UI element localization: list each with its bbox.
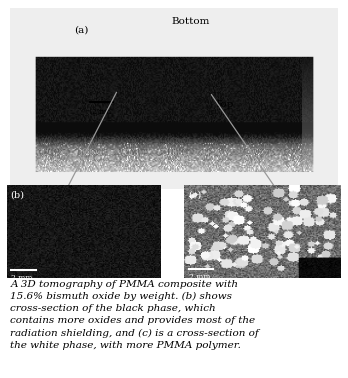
Text: 2 mm: 2 mm: [11, 274, 33, 282]
Text: A 3D tomography of PMMA composite with
15.6% bismuth oxide by weight. (b) shows
: A 3D tomography of PMMA composite with 1…: [10, 280, 259, 350]
Text: (b): (b): [10, 191, 24, 200]
Text: (a): (a): [74, 26, 88, 35]
Text: 2 mm: 2 mm: [189, 273, 211, 281]
Text: Bottom: Bottom: [171, 17, 209, 26]
Text: (c): (c): [188, 191, 201, 200]
Text: Top: Top: [215, 100, 234, 109]
Text: 2 nm: 2 nm: [92, 108, 111, 116]
